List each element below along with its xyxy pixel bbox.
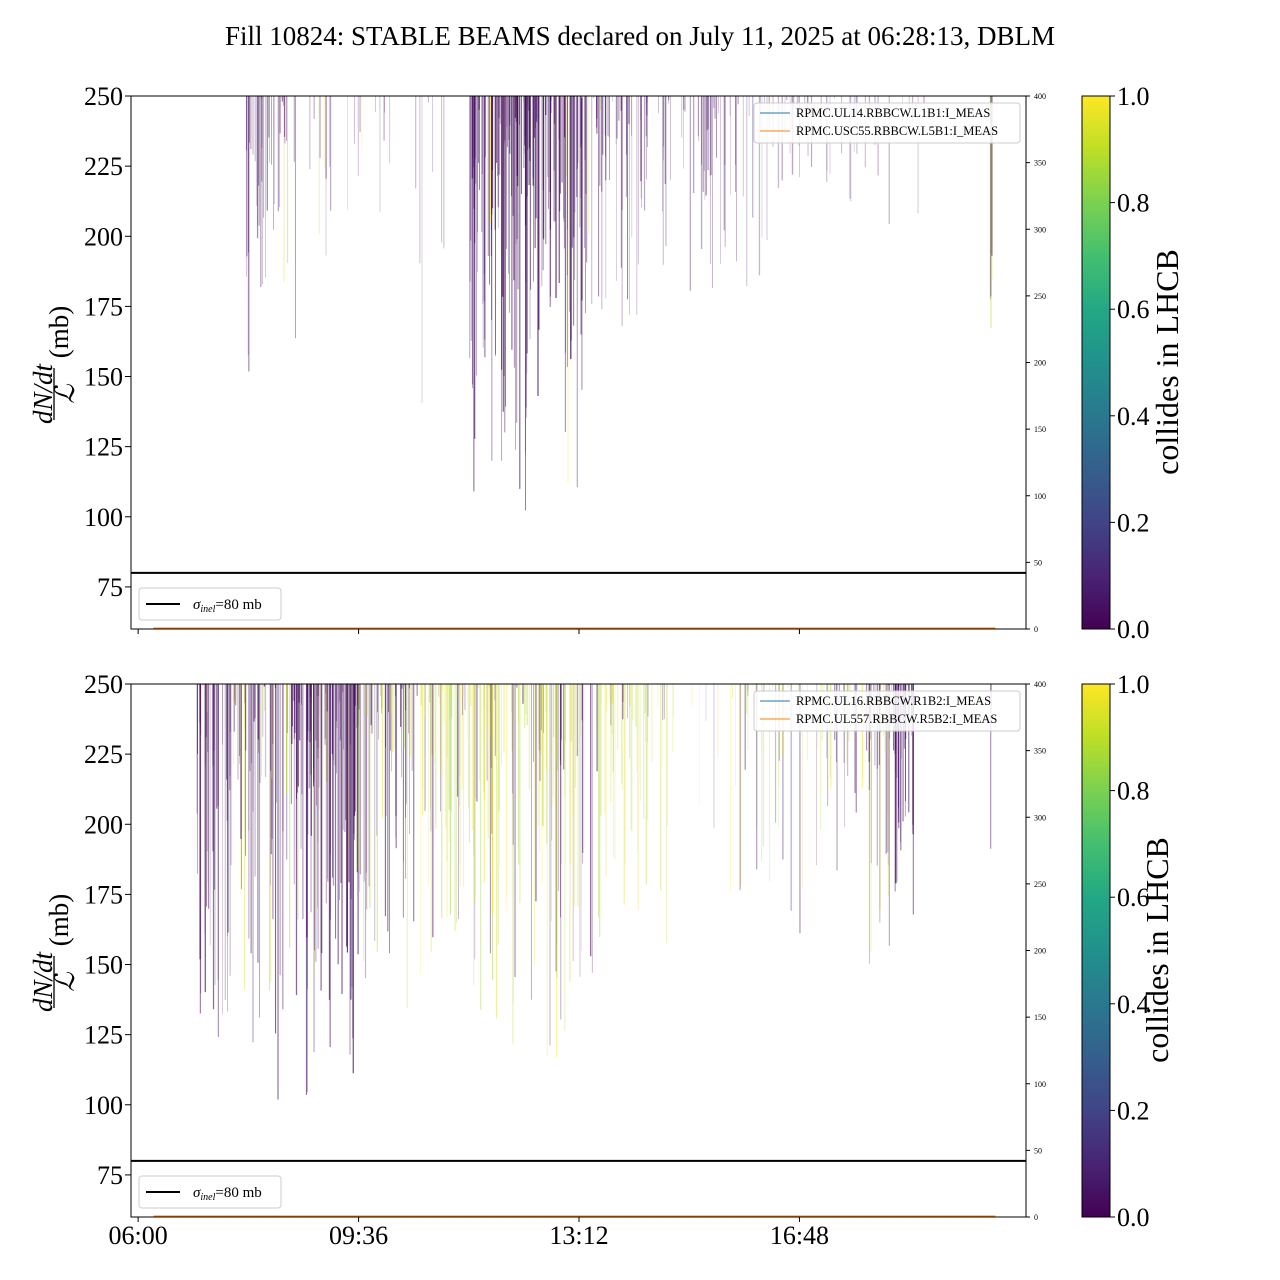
bottom-panel: 75 100 125 150 175 200 225 250 0 50 100 150 200 250 30… bbox=[28, 670, 1175, 1250]
bottom-right-ytick-label: 200 bbox=[1034, 947, 1046, 956]
top-right-ytick-label: 350 bbox=[1034, 159, 1046, 168]
top-plot-frame bbox=[130, 95, 1027, 630]
top-spike-cluster bbox=[347, 96, 391, 213]
bottom-ytick-label: 225 bbox=[84, 740, 123, 769]
bottom-right-ytick-label: 300 bbox=[1034, 813, 1046, 822]
top-spike-cluster bbox=[583, 96, 642, 327]
top-ylabel-numerator: dN/dt bbox=[28, 362, 58, 424]
bottom-series-legend: RPMC.UL16.RBBCW.R1B2:I_MEAS RPMC.UL557.R… bbox=[753, 690, 1021, 732]
top-right-ytick-label: 300 bbox=[1034, 225, 1046, 234]
top-colorbar-tick-label: 0.2 bbox=[1117, 508, 1150, 537]
bottom-xtick-label: 06:00 bbox=[109, 1221, 168, 1250]
bottom-colorbar-tick-label: 1.0 bbox=[1117, 670, 1150, 699]
bottom-spike-cluster bbox=[363, 684, 418, 1009]
bottom-right-ytick-label: 50 bbox=[1034, 1146, 1042, 1155]
bottom-spike-cluster bbox=[730, 684, 756, 891]
top-panel: 75 100 125 150 175 200 225 250 0 50 100 150 200 250 30… bbox=[28, 82, 1185, 644]
bottom-y-axis-label: (mb) dN/dt ℒ bbox=[28, 894, 80, 1012]
top-ytick-label: 150 bbox=[84, 363, 123, 392]
top-spike-cluster bbox=[415, 96, 445, 403]
bottom-spike-cluster bbox=[671, 684, 719, 829]
top-spikes-layer bbox=[153, 96, 996, 629]
top-ytick-label: 100 bbox=[84, 503, 123, 532]
bottom-ytick-label: 100 bbox=[84, 1091, 123, 1120]
bottom-colorbar-tick-label: 0.8 bbox=[1117, 777, 1150, 806]
top-y-axis-label: (mb) dN/dt ℒ bbox=[28, 306, 80, 424]
top-spike-cluster bbox=[309, 96, 332, 256]
bottom-legend-label-2: RPMC.UL557.RBBCW.R5B2:I_MEAS bbox=[796, 712, 997, 726]
bottom-axes: 75 100 125 150 175 200 225 250 0 50 100 150 200 250 30… bbox=[84, 670, 1046, 1250]
top-ytick-label: 200 bbox=[84, 222, 123, 251]
top-right-ytick-label: 0 bbox=[1034, 625, 1038, 634]
bottom-xtick-label: 16:48 bbox=[770, 1221, 829, 1250]
bottom-right-ytick-label: 150 bbox=[1034, 1013, 1046, 1022]
top-ytick-label: 225 bbox=[84, 152, 123, 181]
bottom-right-ytick-label: 0 bbox=[1034, 1213, 1038, 1222]
bottom-colorbar-tick-label: 0.0 bbox=[1117, 1203, 1150, 1232]
top-ytick-label: 250 bbox=[84, 82, 123, 111]
top-ytick-label: 75 bbox=[97, 573, 123, 602]
bottom-ytick-label: 75 bbox=[97, 1161, 123, 1190]
top-right-ytick-label: 100 bbox=[1034, 492, 1046, 501]
top-ytick-label: 175 bbox=[84, 292, 123, 321]
top-spike-cluster bbox=[469, 96, 583, 511]
top-right-ytick-label: 250 bbox=[1034, 292, 1046, 301]
bottom-ytick-label: 200 bbox=[84, 810, 123, 839]
top-colorbar-tick-label: 0.8 bbox=[1117, 189, 1150, 218]
top-colorbar: 0.0 0.2 0.4 0.6 0.8 1.0 collides in LHCB bbox=[1081, 82, 1185, 644]
bottom-spike-cluster bbox=[270, 684, 362, 1100]
bottom-xtick-label: 09:36 bbox=[329, 1221, 388, 1250]
bottom-legend-label-1: RPMC.UL16.RBBCW.R1B2:I_MEAS bbox=[796, 694, 991, 708]
top-ylabel-unit: (mb) bbox=[44, 306, 74, 358]
svg-text:(mb): (mb) bbox=[44, 306, 74, 358]
top-colorbar-tick-label: 0.4 bbox=[1117, 402, 1150, 431]
top-right-ytick-label: 50 bbox=[1034, 558, 1042, 567]
top-right-ytick-label: 200 bbox=[1034, 359, 1046, 368]
top-legend-label-1: RPMC.UL14.RBBCW.L1B1:I_MEAS bbox=[796, 106, 990, 120]
top-spike-cluster bbox=[245, 96, 296, 372]
top-colorbar-label: collides in LHCB bbox=[1149, 249, 1185, 475]
bottom-ylabel-numerator: dN/dt bbox=[28, 950, 58, 1012]
bottom-ytick-label: 250 bbox=[84, 670, 123, 699]
bottom-right-ytick-label: 350 bbox=[1034, 747, 1046, 756]
top-sigma-legend: σinel=80 mb bbox=[138, 587, 282, 621]
top-colorbar-tick-label: 0.6 bbox=[1117, 295, 1150, 324]
top-ytick-label: 125 bbox=[84, 433, 123, 462]
top-axes: 75 100 125 150 175 200 225 250 0 50 100 150 200 250 30… bbox=[84, 82, 1046, 634]
top-legend-label-2: RPMC.USC55.RBBCW.L5B1:I_MEAS bbox=[796, 124, 998, 138]
bottom-colorbar-label: collides in LHCB bbox=[1139, 837, 1175, 1063]
bottom-colorbar-tick-label: 0.6 bbox=[1117, 883, 1150, 912]
top-series-legend: RPMC.UL14.RBBCW.L1B1:I_MEAS RPMC.USC55.R… bbox=[753, 102, 1021, 144]
bottom-spikes-layer bbox=[153, 684, 996, 1217]
bottom-ytick-label: 150 bbox=[84, 951, 123, 980]
svg-text:(mb): (mb) bbox=[44, 894, 74, 946]
bottom-right-ytick-label: 400 bbox=[1034, 680, 1046, 689]
bottom-spike-cluster bbox=[420, 684, 505, 1019]
figure-title: Fill 10824: STABLE BEAMS declared on Jul… bbox=[225, 21, 1055, 51]
bottom-right-ytick-label: 100 bbox=[1034, 1080, 1046, 1089]
bottom-colorbar-tick-label: 0.4 bbox=[1117, 990, 1150, 1019]
top-spike-cluster bbox=[643, 96, 726, 291]
top-sigma-legend-text: σinel=80 mb bbox=[193, 597, 262, 615]
bottom-xtick-label: 13:12 bbox=[549, 1221, 608, 1250]
bottom-sigma-legend-text: σinel=80 mb bbox=[193, 1185, 262, 1203]
bottom-ylabel-unit: (mb) bbox=[44, 894, 74, 946]
bottom-spike-cluster bbox=[597, 684, 668, 943]
top-colorbar-tick-label: 0.0 bbox=[1117, 615, 1150, 644]
bottom-ytick-label: 125 bbox=[84, 1021, 123, 1050]
top-right-ytick-label: 400 bbox=[1034, 92, 1046, 101]
top-ylabel-denominator: ℒ bbox=[50, 384, 80, 404]
bottom-colorbar-tick-label: 0.2 bbox=[1117, 1096, 1150, 1125]
top-right-ytick-label: 150 bbox=[1034, 425, 1046, 434]
top-colorbar-tick-label: 1.0 bbox=[1117, 82, 1150, 111]
bottom-ytick-label: 175 bbox=[84, 880, 123, 909]
bottom-right-ytick-label: 250 bbox=[1034, 880, 1046, 889]
bottom-colorbar: 0.0 0.2 0.4 0.6 0.8 1.0 collides in LHCB bbox=[1081, 670, 1175, 1232]
bottom-ylabel-denominator: ℒ bbox=[50, 972, 80, 992]
bottom-spike-cluster bbox=[196, 684, 272, 1043]
bottom-sigma-legend: σinel=80 mb bbox=[138, 1175, 282, 1209]
bottom-spike-cluster bbox=[505, 684, 598, 1058]
